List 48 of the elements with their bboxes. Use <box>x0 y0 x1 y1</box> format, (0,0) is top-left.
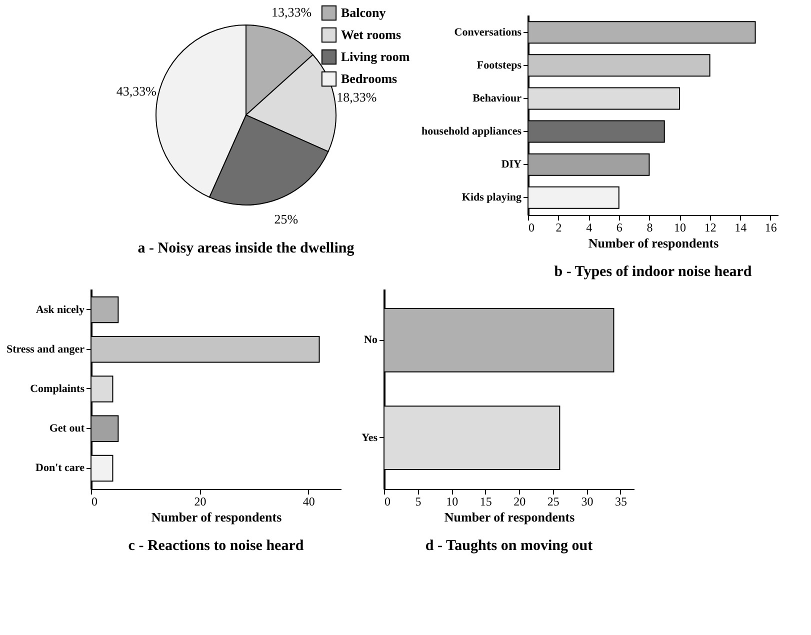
x-tick-label: 15 <box>480 494 492 508</box>
data-label: 25% <box>274 212 298 227</box>
legend-label: Wet rooms <box>341 27 402 42</box>
x-tick-label: 35 <box>614 494 627 508</box>
x-tick-label: 0 <box>384 494 390 508</box>
text: c - Reactions to noise heard <box>128 538 304 554</box>
x-tick-label: 20 <box>514 494 526 508</box>
x-tick-label: 16 <box>764 220 777 234</box>
y-tick-label: Footsteps <box>476 59 522 72</box>
y-tick-label: Yes <box>362 432 378 444</box>
data-label: 13,33% <box>272 4 312 20</box>
text: d - Taughts on moving out <box>425 538 593 554</box>
data-label: 43,33% <box>116 84 157 99</box>
y-tick-label: Conversations <box>454 26 522 38</box>
x-tick-label: 14 <box>734 220 747 234</box>
text: a - Noisy areas inside the dwelling <box>138 240 355 257</box>
y-tick-label: Don't care <box>36 462 85 474</box>
x-tick-label: 5 <box>415 494 422 508</box>
x-axis-title: Number of respondents <box>444 510 575 524</box>
legend-label: Living room <box>341 49 410 64</box>
y-tick-label: Stress and anger <box>6 343 85 356</box>
x-tick-label: 10 <box>674 220 686 234</box>
x-tick-label: 0 <box>528 220 534 234</box>
x-tick-label: 8 <box>646 220 653 234</box>
text: b - Types of indoor noise heard <box>554 264 752 280</box>
x-tick-label: 2 <box>556 220 562 234</box>
data-label: 18,33% <box>336 89 377 104</box>
x-axis-title: Number of respondents <box>151 510 282 524</box>
y-tick-label: Ask nicely <box>36 304 85 316</box>
x-tick-label: 0 <box>92 494 98 508</box>
legend-label: Balcony <box>341 5 386 20</box>
x-tick-label: 40 <box>302 494 315 508</box>
y-tick-label: household appliances <box>422 126 522 138</box>
y-tick-label: Behaviour <box>472 92 522 104</box>
x-tick-label: 6 <box>616 220 622 234</box>
x-tick-label: 4 <box>586 220 592 234</box>
y-tick-label: No <box>364 334 378 346</box>
legend-label: Bedrooms <box>341 71 398 86</box>
x-tick-label: 25 <box>547 494 560 508</box>
y-tick-label: Complaints <box>30 383 86 395</box>
x-tick-label: 30 <box>581 494 594 508</box>
x-tick-label: 10 <box>446 494 458 508</box>
y-tick-label: Get out <box>49 422 85 435</box>
x-axis-title: Number of respondents <box>588 236 719 250</box>
y-tick-label: DIY <box>501 158 522 171</box>
x-tick-label: 12 <box>704 220 716 234</box>
x-tick-label: 20 <box>194 494 206 508</box>
y-tick-label: Kids playing <box>462 192 522 204</box>
